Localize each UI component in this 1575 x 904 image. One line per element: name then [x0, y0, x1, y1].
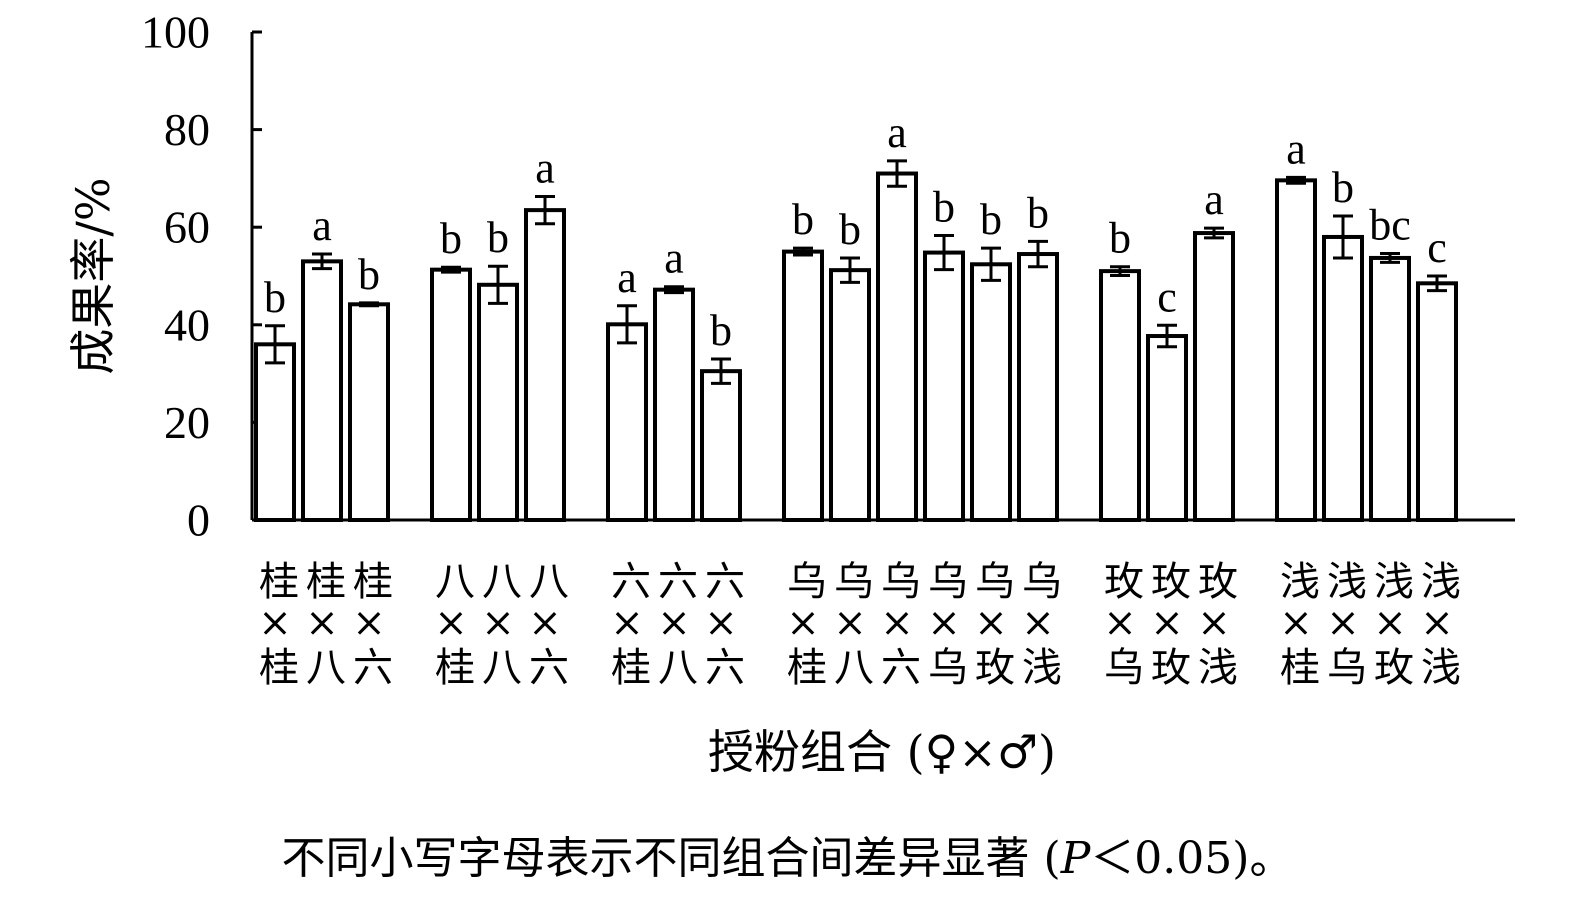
bar — [301, 259, 343, 522]
y-tick-label: 20 — [164, 397, 210, 448]
bar — [1369, 255, 1411, 522]
significance-letter: a — [1286, 124, 1306, 173]
significance-letter: b — [487, 213, 509, 262]
significance-letter: b — [839, 205, 861, 254]
significance-letter: a — [312, 201, 332, 250]
bar — [1099, 269, 1141, 522]
x-axis-title: 授粉组合 (♀×♂) — [708, 725, 1056, 779]
bar — [653, 287, 695, 522]
bar — [1146, 334, 1188, 522]
bar — [606, 322, 648, 523]
x-tick-label: 浅×玫 — [1367, 560, 1413, 686]
y-axis-title: 成果率/% — [66, 177, 120, 374]
significance-letter: a — [887, 108, 907, 157]
bar — [1017, 252, 1059, 522]
x-tick-label: 八×六 — [522, 560, 568, 686]
bar — [524, 208, 566, 522]
significance-letter: a — [617, 253, 637, 302]
bar — [1275, 178, 1317, 523]
significance-letter: c — [1157, 272, 1177, 321]
significance-letter: b — [440, 214, 462, 263]
bar — [970, 262, 1012, 522]
x-tick-label: 桂×桂 — [252, 560, 299, 686]
note-p-symbol: P — [1060, 833, 1091, 884]
bar — [430, 267, 472, 522]
bar — [1193, 231, 1235, 522]
x-tick-label: 六×八 — [651, 560, 697, 686]
x-tick-label: 玫×玫 — [1144, 560, 1190, 686]
note-prefix: 不同小写字母表示不同组合间差异显著 ( — [281, 833, 1061, 884]
bar — [782, 249, 824, 522]
x-tick-label: 乌×八 — [827, 560, 873, 686]
x-tick-label: 浅×乌 — [1320, 560, 1366, 686]
bar — [254, 342, 296, 522]
bar — [1416, 281, 1458, 522]
significance-letter: b — [1332, 163, 1354, 212]
y-axis: 0 20 40 60 80 100 — [141, 7, 262, 546]
significance-letter: bc — [1369, 201, 1411, 250]
bar — [477, 282, 519, 522]
significance-letter: a — [535, 143, 555, 192]
significance-letter: b — [358, 250, 380, 299]
significance-letter: a — [664, 234, 684, 283]
bar — [700, 369, 742, 522]
x-tick-label: 八×八 — [475, 560, 521, 686]
x-tick-label: 玫×乌 — [1097, 560, 1143, 686]
category-labels: 桂×桂 桂×八 桂×六 八×桂 八×八 八×六 六×桂 六×八 六×六 乌×桂 乌×八 乌×六 乌×乌乌… — [252, 560, 1460, 686]
y-tick-label: 40 — [164, 299, 210, 350]
x-tick-label: 乌×浅 — [1015, 560, 1061, 686]
bar — [923, 250, 965, 523]
x-tick-label: 浅×浅 — [1414, 560, 1460, 686]
y-tick-label: 80 — [164, 104, 210, 155]
significance-letter: b — [980, 195, 1002, 244]
x-tick-label: 桂×八 — [299, 560, 346, 686]
significance-letter: b — [710, 306, 732, 355]
x-tick-label: 乌×乌 — [921, 560, 967, 686]
significance-letter: a — [1204, 175, 1224, 224]
x-tick-label: 乌×桂 — [780, 560, 827, 686]
bar — [1322, 234, 1364, 523]
bar — [829, 268, 871, 523]
bar — [876, 171, 918, 523]
y-tick-label: 100 — [141, 7, 210, 58]
bar — [348, 302, 390, 522]
x-tick-label: 乌×六 — [874, 560, 920, 686]
x-tick-label: 六×桂 — [604, 560, 651, 686]
significance-letter: b — [1109, 214, 1131, 263]
x-tick-label: 乌×玫 — [968, 560, 1014, 686]
significance-note: 不同小写字母表示不同组合间差异显著 (P＜0.05)。 — [0, 822, 1575, 886]
y-tick-label: 0 — [187, 495, 210, 546]
significance-letter: b — [264, 273, 286, 322]
note-suffix: ＜0.05)。 — [1090, 833, 1294, 884]
x-tick-label: 六×六 — [698, 560, 744, 686]
x-tick-label: 桂×六 — [346, 560, 393, 686]
y-tick-label: 60 — [164, 202, 210, 253]
x-tick-label: 玫×浅 — [1191, 560, 1237, 686]
significance-letter: c — [1427, 223, 1447, 272]
x-tick-label: 八×桂 — [428, 560, 475, 686]
significance-letter: b — [1027, 188, 1049, 237]
significance-letter: b — [792, 195, 814, 244]
significance-letter: b — [933, 182, 955, 231]
x-tick-label: 浅×桂 — [1273, 560, 1320, 686]
